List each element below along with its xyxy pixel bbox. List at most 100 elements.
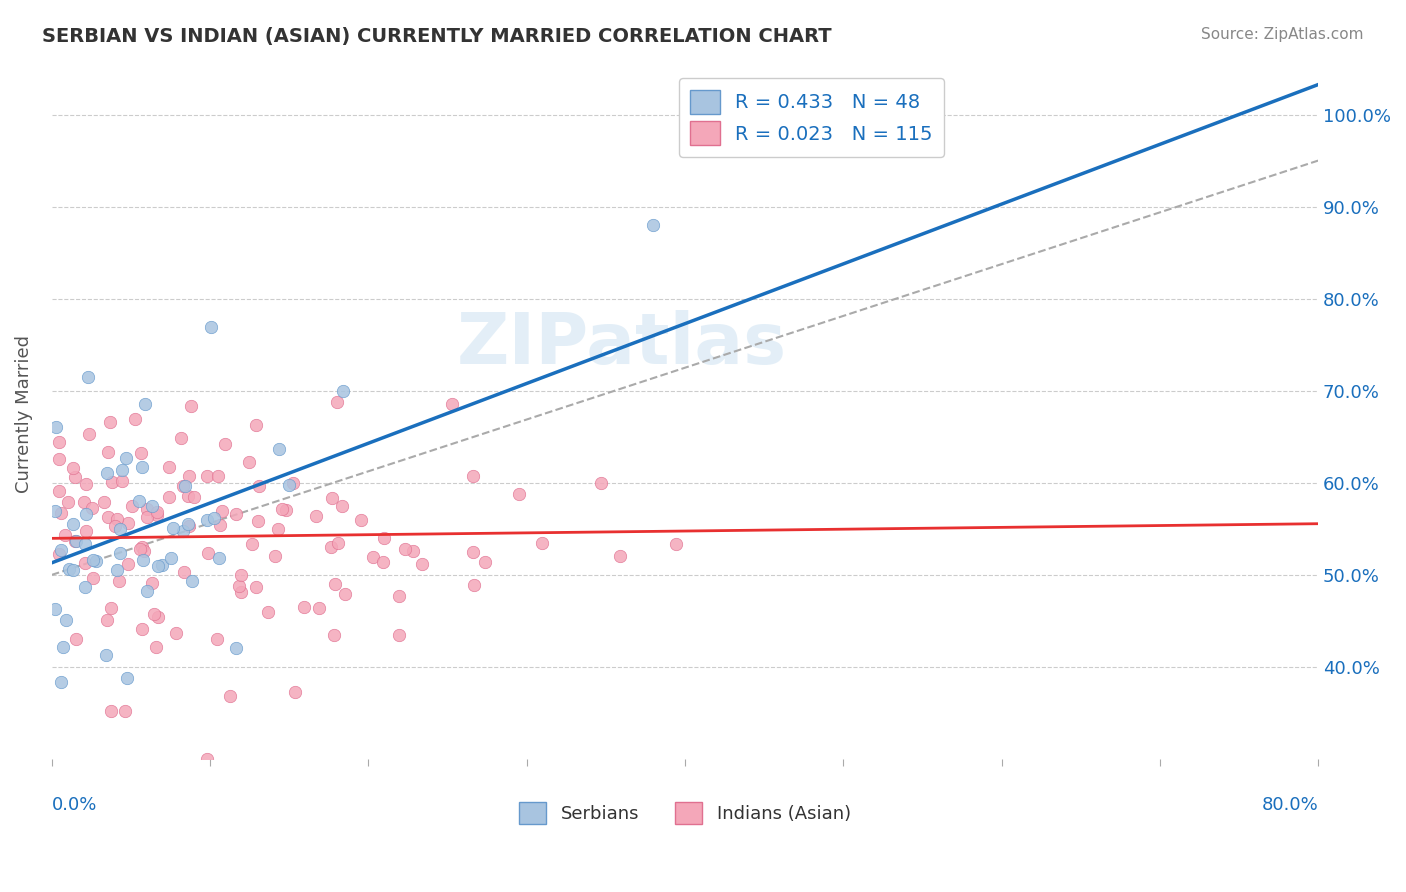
- Point: [183, 491, 205, 505]
- Point: [401, 543, 423, 558]
- Point: [77, 427, 100, 442]
- Point: [115, 451, 138, 466]
- Point: [326, 395, 349, 409]
- Point: [145, 505, 167, 519]
- Point: [121, 499, 143, 513]
- Point: [247, 514, 270, 528]
- Point: [105, 512, 128, 526]
- Point: [665, 537, 688, 551]
- Point: [146, 610, 169, 624]
- Point: [350, 513, 373, 527]
- Point: [394, 541, 416, 556]
- Point: [333, 587, 356, 601]
- Point: [44, 504, 66, 518]
- Legend: Serbians, Indians (Asian): Serbians, Indians (Asian): [510, 793, 860, 833]
- Point: [101, 475, 124, 489]
- Point: [179, 469, 201, 483]
- Point: [58, 562, 80, 576]
- Point: [231, 584, 253, 599]
- Point: [128, 494, 150, 508]
- Point: [52, 640, 75, 654]
- Point: [531, 536, 554, 550]
- Point: [157, 460, 180, 475]
- Point: [321, 491, 343, 505]
- Point: [93, 495, 115, 509]
- Point: [387, 589, 409, 603]
- Point: [211, 504, 233, 518]
- Point: [134, 397, 156, 411]
- Point: [44, 602, 66, 616]
- Point: [146, 508, 169, 522]
- Point: [225, 641, 247, 656]
- Point: [323, 577, 346, 591]
- Point: [205, 632, 228, 646]
- Point: [111, 474, 134, 488]
- Point: [264, 549, 287, 564]
- Point: [305, 508, 328, 523]
- Point: [240, 537, 263, 551]
- Point: [108, 522, 131, 536]
- Point: [195, 752, 218, 766]
- Point: [609, 549, 631, 563]
- Text: Source: ZipAtlas.com: Source: ZipAtlas.com: [1201, 27, 1364, 42]
- Point: [108, 574, 131, 588]
- Point: [98, 415, 121, 429]
- Point: [162, 521, 184, 535]
- Point: [145, 640, 167, 655]
- Point: [231, 568, 253, 582]
- Point: [141, 499, 163, 513]
- Point: [45, 419, 67, 434]
- Point: [82, 553, 104, 567]
- Point: [373, 532, 395, 546]
- Point: [165, 626, 187, 640]
- Point: [96, 613, 118, 627]
- Point: [82, 571, 104, 585]
- Point: [108, 546, 131, 560]
- Point: [80, 500, 103, 515]
- Point: [441, 397, 464, 411]
- Point: [84, 554, 107, 568]
- Point: [65, 533, 87, 548]
- Point: [75, 537, 97, 551]
- Text: ZIPatlas: ZIPatlas: [457, 310, 787, 379]
- Point: [160, 551, 183, 566]
- Point: [271, 502, 294, 516]
- Point: [463, 469, 485, 483]
- Point: [361, 549, 384, 564]
- Point: [172, 479, 194, 493]
- Point: [100, 704, 122, 718]
- Point: [180, 574, 202, 588]
- Point: [245, 580, 267, 594]
- Text: 0.0%: 0.0%: [52, 796, 97, 814]
- Point: [169, 431, 191, 445]
- Point: [129, 446, 152, 460]
- Point: [48, 434, 70, 449]
- Point: [62, 461, 84, 475]
- Point: [65, 534, 87, 549]
- Point: [75, 477, 97, 491]
- Point: [266, 522, 288, 536]
- Point: [117, 516, 139, 530]
- Point: [328, 536, 350, 550]
- Point: [474, 555, 496, 569]
- Point: [96, 466, 118, 480]
- Point: [173, 565, 195, 579]
- Point: [180, 399, 202, 413]
- Point: [332, 384, 354, 398]
- Point: [322, 628, 344, 642]
- Point: [100, 601, 122, 615]
- Point: [207, 468, 229, 483]
- Point: [591, 476, 613, 491]
- Y-axis label: Currently Married: Currently Married: [15, 334, 32, 492]
- Point: [278, 477, 301, 491]
- Point: [209, 517, 232, 532]
- Point: [308, 601, 330, 615]
- Point: [129, 541, 152, 556]
- Point: [117, 557, 139, 571]
- Point: [62, 516, 84, 531]
- Point: [124, 412, 146, 426]
- Point: [142, 607, 165, 622]
- Point: [195, 514, 218, 528]
- Point: [73, 495, 96, 509]
- Point: [136, 510, 159, 524]
